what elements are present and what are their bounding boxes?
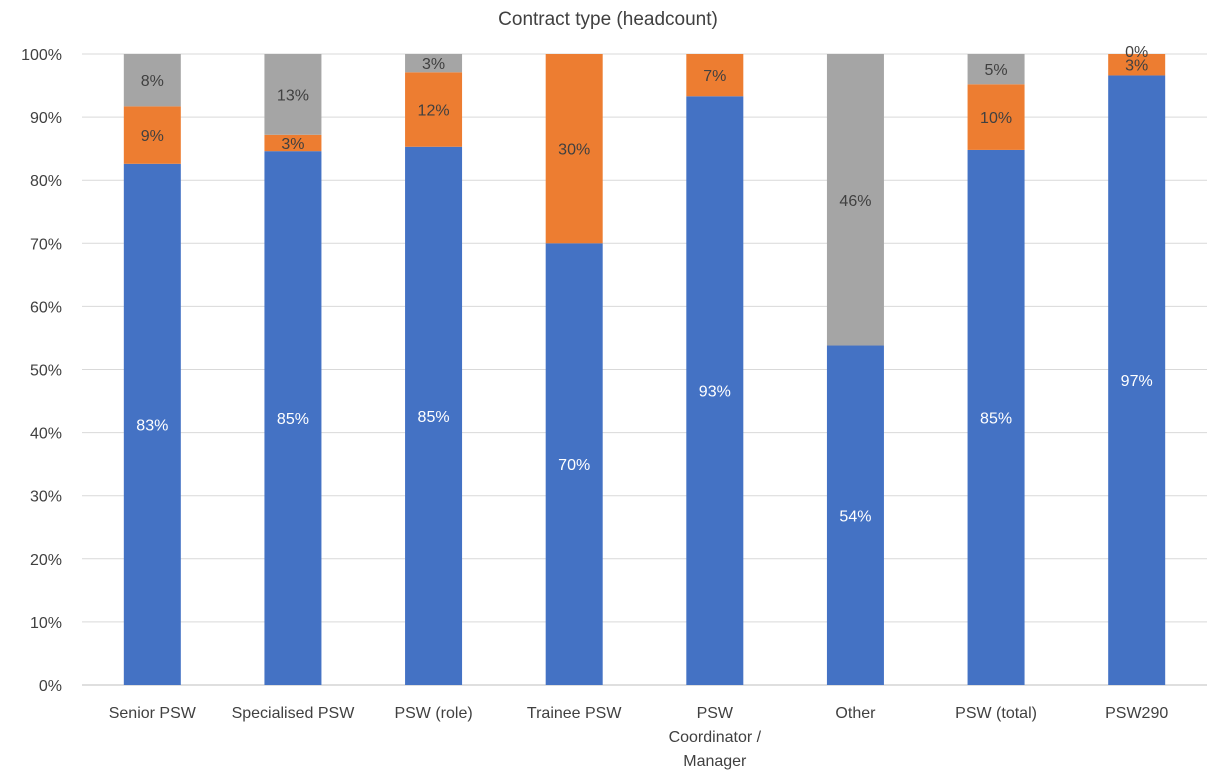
data-label: 85% <box>277 411 309 428</box>
data-label: 3% <box>1125 58 1148 75</box>
data-label: 85% <box>980 410 1012 427</box>
x-category-label: Manager <box>683 753 747 770</box>
bar-segment <box>967 149 1025 686</box>
bar-segment <box>123 163 181 685</box>
data-label: 13% <box>277 87 309 104</box>
data-label: 10% <box>980 110 1012 127</box>
y-tick-label: 80% <box>30 173 62 190</box>
bar-segment <box>545 243 603 686</box>
bar-segment <box>264 151 322 685</box>
data-label: 8% <box>141 73 164 90</box>
data-label: 5% <box>985 62 1008 79</box>
x-axis: Senior PSW Specialised PSW PSW (role) Train… <box>109 705 1169 770</box>
y-tick-label: 60% <box>30 299 62 316</box>
bar-segment <box>545 54 603 244</box>
bars-group <box>123 54 1166 686</box>
bar-segment <box>826 54 884 346</box>
data-label: 93% <box>699 384 731 401</box>
y-tick-label: 100% <box>21 47 62 64</box>
x-category-label: Specialised PSW <box>232 705 356 722</box>
data-label: 97% <box>1121 373 1153 390</box>
data-label: 83% <box>136 417 168 434</box>
data-label: 85% <box>418 409 450 426</box>
data-label: 30% <box>558 142 590 159</box>
y-tick-label: 20% <box>30 552 62 569</box>
x-category-label: Coordinator / <box>669 729 762 746</box>
data-label: 3% <box>422 56 445 73</box>
bar-segment <box>826 345 884 685</box>
x-category-label: PSW290 <box>1105 705 1168 722</box>
bar-segment <box>264 54 322 135</box>
data-label: 54% <box>839 508 871 525</box>
bar-segment <box>123 106 181 164</box>
data-labels-group: 83% 9% 8% 85% 3% 13% 85% 12% 3% 70% 30% 93% 7% 54% 46%… <box>136 44 1152 525</box>
data-label: 7% <box>703 68 726 85</box>
bar-segment <box>686 96 744 686</box>
x-category-label: Trainee PSW <box>527 705 622 722</box>
data-label: 46% <box>839 193 871 210</box>
data-label: 9% <box>141 128 164 145</box>
x-category-label: Other <box>835 705 876 722</box>
y-tick-label: 30% <box>30 489 62 506</box>
x-category-label: PSW <box>697 705 734 722</box>
gridlines <box>82 53 1207 686</box>
data-label: 70% <box>558 457 590 474</box>
data-label: 0% <box>1125 44 1148 61</box>
x-category-label: PSW (role) <box>394 705 472 722</box>
y-tick-label: 50% <box>30 363 62 380</box>
y-tick-label: 10% <box>30 615 62 632</box>
bar-segment <box>1108 75 1166 686</box>
bar-segment <box>405 146 463 685</box>
y-tick-label: 90% <box>30 110 62 127</box>
bar-segment <box>405 72 463 147</box>
y-tick-label: 0% <box>39 678 62 695</box>
x-category-label: PSW (total) <box>955 705 1037 722</box>
chart-title: Contract type (headcount) <box>498 9 718 30</box>
bar-segment <box>967 54 1025 85</box>
y-tick-label: 70% <box>30 236 62 253</box>
y-axis: 0% 10% 20% 30% 40% 50% 60% 70% 80% 90% 100% <box>21 47 62 695</box>
y-tick-label: 40% <box>30 426 62 443</box>
x-category-label: Senior PSW <box>109 705 197 722</box>
bar-segment <box>967 84 1025 150</box>
data-label: 12% <box>418 103 450 120</box>
bar-segment <box>405 54 463 73</box>
bar-segment <box>264 134 322 152</box>
bar-segment <box>123 54 181 107</box>
bar-segment <box>1108 54 1166 76</box>
data-label: 3% <box>281 136 304 153</box>
bar-segment <box>686 54 744 97</box>
